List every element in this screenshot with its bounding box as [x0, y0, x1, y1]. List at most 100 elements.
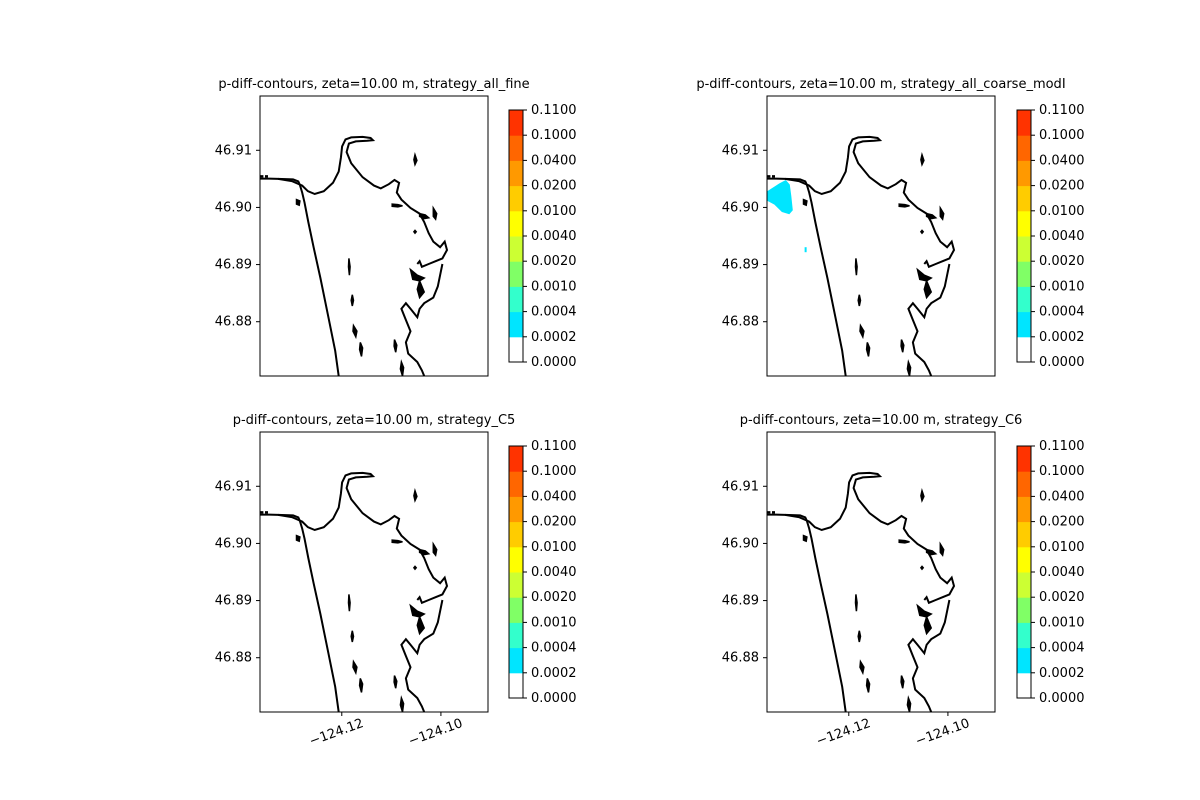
island-10 — [352, 659, 358, 676]
island-6 — [416, 278, 426, 300]
colorbar-tick-label: 0.0100 — [1039, 540, 1085, 555]
colorbar-band — [509, 286, 523, 313]
colorbar-tick-label: 0.1000 — [1039, 464, 1085, 479]
y-tick-label: 46.91 — [722, 143, 759, 158]
axes-frame — [766, 95, 996, 377]
colorbar-tick-label: 0.0400 — [1039, 489, 1085, 504]
y-tick-label: 46.90 — [215, 200, 252, 215]
colorbar-tick-label: 0.1000 — [531, 128, 577, 143]
colorbar-tick-label: 0.0400 — [531, 153, 577, 168]
colorbar-band — [509, 311, 523, 338]
colorbar-tick-label: 0.0020 — [1039, 590, 1085, 605]
island-14 — [413, 152, 418, 167]
colorbar-band — [1017, 261, 1031, 287]
colorbar-band — [1017, 160, 1031, 187]
plot-area — [260, 135, 449, 376]
panel-title: p-diff-contours, zeta=10.00 m, strategy_… — [696, 77, 1065, 92]
colorbar-tick-label: 0.1100 — [1039, 103, 1085, 118]
colorbar-tick-label: 0.1000 — [531, 464, 577, 479]
island-5 — [409, 267, 426, 282]
colorbar-tick-label: 0.0002 — [531, 666, 577, 681]
axes-frame — [259, 95, 489, 377]
island-8 — [854, 594, 858, 612]
colorbar-tick-label: 0.0010 — [531, 615, 577, 630]
colorbar-tick-label: 0.0040 — [531, 565, 577, 580]
colorbar-tick-label: 0.0000 — [531, 355, 577, 370]
colorbar-band — [1017, 336, 1031, 363]
y-tick-label: 46.89 — [215, 594, 252, 609]
colorbar-band — [509, 110, 523, 136]
contour-fill-speck — [804, 247, 807, 253]
island-13 — [906, 695, 912, 712]
plot-area — [767, 471, 956, 712]
colorbar-band — [1017, 210, 1031, 237]
colorbar-tick-label: 0.0100 — [1039, 204, 1085, 219]
colorbar-tick-label: 0.0040 — [1039, 565, 1085, 580]
colorbar-tick-label: 0.1100 — [1039, 439, 1085, 454]
coastline-spit — [278, 135, 449, 269]
plot-area — [767, 135, 956, 376]
colorbar-tick-label: 0.0040 — [531, 229, 577, 244]
island-4 — [412, 229, 418, 235]
island-9 — [857, 294, 862, 307]
coastline-mainland — [260, 177, 340, 376]
colorbar-tick-label: 0.0002 — [531, 330, 577, 345]
island-7 — [802, 198, 808, 207]
island-14 — [920, 488, 925, 503]
island-12 — [393, 675, 398, 689]
island-2 — [925, 548, 938, 556]
colorbar-tick-label: 0.0040 — [1039, 229, 1085, 244]
colorbar-band — [509, 236, 523, 262]
colorbar-band — [509, 185, 523, 212]
colorbar-tick-label: 0.0020 — [531, 590, 577, 605]
colorbar-tick-label: 0.0010 — [1039, 615, 1085, 630]
island-10 — [859, 659, 865, 676]
x-tick-label: −124.12 — [308, 716, 366, 749]
y-tick-label: 46.90 — [722, 536, 759, 551]
colorbar-band — [509, 622, 523, 649]
island-4 — [412, 565, 418, 571]
colorbar: 0.0000 0.0002 0.0004 0.0010 0.0020 0.0040 0.01… — [508, 103, 577, 370]
colorbar-tick-label: 0.0100 — [531, 204, 577, 219]
colorbar-tick-label: 0.0200 — [531, 179, 577, 194]
x-tick-label: −124.10 — [914, 716, 972, 749]
colorbar-band — [1017, 572, 1031, 598]
island-5 — [916, 603, 933, 618]
coastline-spit — [785, 471, 956, 605]
island-1 — [898, 203, 910, 208]
colorbar-band — [509, 471, 523, 497]
island-3 — [432, 541, 438, 557]
island-9 — [857, 630, 862, 643]
colorbar: 0.0000 0.0002 0.0004 0.0010 0.0020 0.0040 0.01… — [1016, 439, 1085, 706]
island-4 — [919, 229, 925, 235]
panel-3: p-diff-contours, zeta=10.00 m, strategy_… — [215, 413, 577, 749]
island-12 — [900, 339, 905, 353]
island-1 — [391, 539, 403, 544]
island-1 — [391, 203, 403, 208]
colorbar: 0.0000 0.0002 0.0004 0.0010 0.0020 0.0040 0.01… — [508, 439, 577, 706]
colorbar-band — [509, 135, 523, 161]
colorbar-tick-label: 0.0000 — [1039, 355, 1085, 370]
island-6 — [923, 278, 933, 300]
colorbar-tick-label: 0.0010 — [1039, 279, 1085, 294]
colorbar-band — [509, 546, 523, 573]
colorbar-tick-label: 0.0200 — [1039, 179, 1085, 194]
panel-2: p-diff-contours, zeta=10.00 m, strategy_… — [696, 77, 1085, 377]
colorbar-band — [1017, 110, 1031, 136]
colorbar-tick-label: 0.0400 — [531, 489, 577, 504]
colorbar-tick-label: 0.0004 — [531, 641, 577, 656]
colorbar-band — [509, 572, 523, 598]
coastline-mainland — [260, 513, 340, 712]
island-6 — [416, 614, 426, 636]
island-1 — [898, 539, 910, 544]
y-tick-label: 46.91 — [722, 479, 759, 494]
colorbar-band — [1017, 311, 1031, 338]
island-4 — [919, 565, 925, 571]
colorbar-tick-label: 0.1000 — [1039, 128, 1085, 143]
coastline-east — [907, 599, 951, 712]
island-11 — [865, 678, 871, 693]
plot-area — [260, 471, 449, 712]
colorbar-band — [509, 597, 523, 623]
panel-title: p-diff-contours, zeta=10.00 m, strategy_… — [233, 413, 516, 428]
